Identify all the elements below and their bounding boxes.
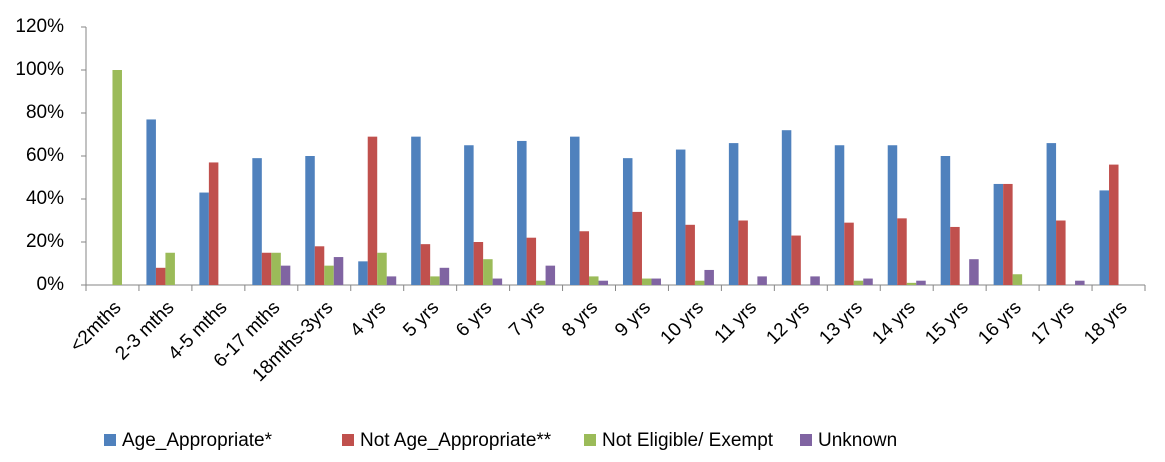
legend-label: Not Age_Appropriate** — [360, 430, 552, 451]
bar — [1046, 143, 1057, 285]
bar — [517, 140, 527, 285]
bar — [492, 278, 503, 285]
x-tick-label: 16 yrs — [974, 297, 1025, 348]
bar — [545, 265, 556, 285]
bar — [165, 252, 175, 285]
bar — [1003, 183, 1013, 285]
bar — [208, 162, 219, 285]
bar — [916, 280, 926, 285]
bar — [526, 237, 537, 285]
bar — [464, 145, 474, 285]
bar — [377, 252, 387, 285]
legend-label: Age_Appropriate* — [122, 430, 273, 451]
x-tick-label: 18 yrs — [1080, 297, 1131, 348]
y-tick-label: 80% — [26, 102, 64, 123]
y-tick-label: 100% — [15, 59, 64, 80]
bar — [738, 220, 748, 285]
x-tick-label: 12 yrs — [762, 297, 813, 348]
bar — [199, 192, 209, 285]
legend-label: Not Eligible/ Exempt — [602, 430, 774, 451]
bar — [252, 158, 262, 285]
bar — [940, 156, 951, 285]
bar — [536, 280, 546, 285]
bar — [589, 276, 599, 285]
bar — [579, 231, 590, 285]
bar — [810, 276, 820, 285]
bar — [969, 259, 979, 285]
legend-swatch — [342, 434, 354, 446]
bar — [386, 276, 397, 285]
x-tick-label: 11 yrs — [711, 297, 761, 347]
bar — [863, 278, 873, 285]
bar — [305, 156, 315, 285]
bar — [155, 267, 166, 285]
bar — [1012, 274, 1023, 285]
bar — [675, 149, 686, 285]
legend-label: Unknown — [818, 430, 897, 451]
bar — [1109, 164, 1119, 285]
y-tick-label: 60% — [26, 145, 64, 166]
bar — [411, 136, 421, 285]
y-tick-label: 40% — [26, 188, 64, 209]
bar — [791, 235, 801, 285]
bar — [483, 259, 493, 285]
x-tick-label: 17 yrs — [1027, 297, 1078, 348]
x-tick-label: 13 yrs — [815, 297, 866, 348]
bar — [950, 226, 960, 285]
bar — [651, 278, 661, 285]
bar — [430, 276, 440, 285]
x-tick-label: 8 yrs — [558, 297, 602, 341]
bar — [897, 218, 907, 285]
bar — [333, 257, 344, 285]
x-tick-label: 7 yrs — [505, 297, 549, 341]
legend-swatch — [800, 434, 812, 446]
bar — [112, 70, 122, 285]
bar — [280, 265, 291, 285]
bar — [261, 252, 272, 285]
bar — [1056, 220, 1066, 285]
x-tick-label: 4 yrs — [346, 297, 390, 341]
y-tick-label: 20% — [26, 231, 64, 252]
bar — [314, 246, 325, 285]
bar — [324, 265, 334, 285]
bar — [420, 244, 431, 285]
bar — [993, 183, 1004, 285]
bar — [694, 280, 705, 285]
bar — [367, 136, 378, 285]
legend-swatch — [104, 434, 116, 446]
y-tick-label: 120% — [15, 16, 64, 37]
bar — [439, 267, 450, 285]
bar — [906, 282, 917, 285]
bar — [704, 269, 714, 285]
x-tick-label: 9 yrs — [611, 297, 655, 341]
x-tick-label: 14 yrs — [868, 297, 919, 348]
bar — [781, 130, 792, 285]
bar — [271, 252, 281, 285]
x-tick-label: 15 yrs — [921, 297, 972, 348]
bar — [641, 278, 652, 285]
bar — [622, 158, 633, 285]
x-tick-label: 10 yrs — [657, 297, 708, 348]
bar — [632, 211, 642, 285]
x-tick-label: 6 yrs — [452, 297, 496, 341]
legend-swatch — [584, 434, 596, 446]
bar — [844, 222, 854, 285]
bar — [853, 280, 864, 285]
y-tick-label: 0% — [37, 274, 65, 295]
bar — [887, 145, 898, 285]
x-tick-label: 5 yrs — [399, 297, 443, 341]
bar — [1099, 190, 1110, 285]
bar — [1075, 280, 1085, 285]
bar — [728, 143, 739, 285]
bar — [834, 145, 845, 285]
bar — [146, 119, 156, 285]
bar — [473, 242, 484, 285]
bar — [598, 280, 609, 285]
bar — [757, 276, 767, 285]
bar — [570, 136, 580, 285]
bar — [685, 224, 695, 285]
bar — [358, 261, 368, 285]
